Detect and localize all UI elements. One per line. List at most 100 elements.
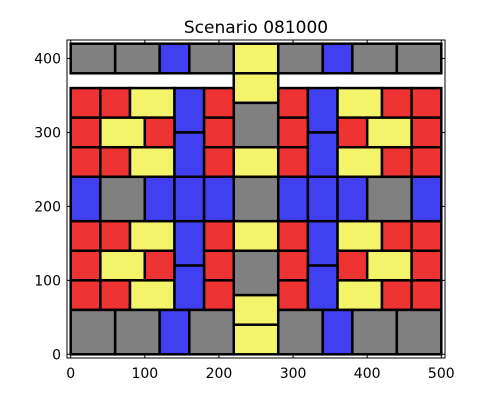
block-gray	[99, 175, 147, 223]
x-tick-label: 300	[280, 366, 307, 382]
block-gray	[188, 308, 236, 356]
block-yellow	[232, 323, 280, 356]
block-gray	[276, 308, 324, 356]
axis-ticks: 0 100 200 300 400 500 0 100 200 300 400	[34, 40, 455, 382]
block-yellow	[128, 145, 176, 179]
block-red	[202, 249, 236, 282]
block-red	[276, 279, 310, 312]
block-red	[69, 279, 102, 312]
blocks-layer	[69, 42, 443, 356]
block-red	[380, 279, 413, 312]
block-blue	[410, 175, 443, 223]
block-yellow	[336, 219, 384, 253]
block-blue	[173, 131, 206, 179]
block-red	[380, 219, 413, 253]
block-blue	[143, 175, 176, 223]
block-red	[202, 86, 236, 119]
block-red	[276, 249, 310, 282]
block-red	[99, 279, 132, 312]
block-gray	[276, 42, 324, 75]
block-red	[143, 249, 176, 282]
block-yellow	[232, 145, 280, 179]
block-yellow	[128, 279, 176, 312]
block-blue	[306, 264, 339, 312]
block-blue	[173, 264, 206, 312]
block-red	[69, 116, 102, 149]
block-yellow	[99, 116, 147, 149]
block-gray	[232, 175, 280, 223]
block-blue	[173, 219, 206, 267]
block-red	[202, 219, 236, 253]
block-red	[276, 116, 310, 149]
block-blue	[306, 175, 339, 223]
block-blue	[276, 175, 310, 223]
block-red	[410, 145, 443, 179]
block-blue	[306, 86, 339, 134]
block-gray	[365, 175, 413, 223]
block-gray	[232, 101, 280, 149]
block-red	[69, 145, 102, 179]
block-blue	[173, 86, 206, 134]
y-tick-label: 200	[34, 199, 61, 215]
block-blue	[321, 308, 354, 356]
block-blue	[158, 42, 191, 75]
x-tick-label: 200	[206, 366, 233, 382]
block-blue	[306, 131, 339, 179]
x-tick-label: 500	[428, 366, 455, 382]
block-red	[99, 219, 132, 253]
block-red	[336, 249, 369, 282]
block-yellow	[232, 293, 280, 326]
block-yellow	[128, 86, 176, 119]
block-yellow	[365, 116, 413, 149]
block-red	[380, 86, 413, 119]
block-gray	[351, 42, 399, 75]
block-red	[410, 86, 443, 119]
block-yellow	[232, 42, 280, 75]
block-red	[336, 116, 369, 149]
y-tick-label: 400	[34, 51, 61, 67]
block-red	[202, 279, 236, 312]
block-yellow	[336, 279, 384, 312]
block-gray	[395, 42, 443, 75]
block-gray	[395, 308, 443, 356]
block-blue	[173, 175, 206, 223]
block-red	[99, 145, 132, 179]
block-blue	[336, 175, 369, 223]
block-yellow	[99, 249, 147, 282]
y-tick-label: 300	[34, 125, 61, 141]
block-red	[276, 86, 310, 119]
block-yellow	[232, 72, 280, 105]
block-red	[99, 86, 132, 119]
block-red	[410, 219, 443, 253]
block-gray	[113, 308, 161, 356]
block-red	[202, 145, 236, 179]
block-red	[276, 145, 310, 179]
block-red	[410, 249, 443, 282]
block-yellow	[232, 219, 280, 253]
y-tick-label: 0	[52, 347, 61, 363]
y-tick-label: 100	[34, 273, 61, 289]
block-blue	[306, 219, 339, 267]
block-gray	[69, 42, 117, 75]
block-red	[276, 219, 310, 253]
block-gray	[351, 308, 399, 356]
block-red	[202, 116, 236, 149]
plot-frame	[66, 39, 446, 359]
block-red	[143, 116, 176, 149]
block-blue	[321, 42, 354, 75]
block-gray	[69, 308, 117, 356]
block-yellow	[336, 86, 384, 119]
block-red	[69, 219, 102, 253]
x-tick-label: 400	[354, 366, 381, 382]
block-red	[69, 249, 102, 282]
block-gray	[188, 42, 236, 75]
block-red	[380, 145, 413, 179]
block-red	[410, 116, 443, 149]
block-gray	[232, 249, 280, 297]
block-blue	[158, 308, 191, 356]
x-tick-label: 100	[131, 366, 158, 382]
block-blue	[69, 175, 102, 223]
block-yellow	[128, 219, 176, 253]
block-yellow	[365, 249, 413, 282]
